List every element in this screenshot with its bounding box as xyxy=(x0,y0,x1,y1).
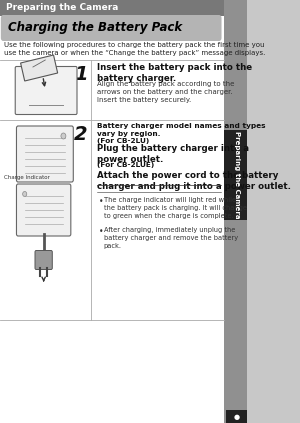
Text: Battery charger model names and types
vary by region.
(For CB-2LU): Battery charger model names and types va… xyxy=(97,123,266,145)
Text: Use the following procedures to charge the battery pack the first time you
use t: Use the following procedures to charge t… xyxy=(4,42,266,56)
Text: •: • xyxy=(99,197,103,206)
FancyBboxPatch shape xyxy=(1,15,221,41)
Circle shape xyxy=(61,133,66,139)
Text: (For CB-2LUE): (For CB-2LUE) xyxy=(97,162,154,168)
Text: 2: 2 xyxy=(74,125,87,144)
Text: The charge indicator will light red while
the battery pack is charging. It will : The charge indicator will light red whil… xyxy=(104,197,247,219)
FancyBboxPatch shape xyxy=(15,66,77,115)
Text: Charge Indicator: Charge Indicator xyxy=(4,175,50,180)
Bar xyxy=(224,0,255,423)
Text: Charging the Battery Pack: Charging the Battery Pack xyxy=(8,22,182,35)
FancyBboxPatch shape xyxy=(16,184,71,236)
Text: Preparing the Camera: Preparing the Camera xyxy=(234,131,240,219)
Text: •: • xyxy=(99,227,103,236)
Text: Align the battery pack according to the
arrows on the battery and the charger.
I: Align the battery pack according to the … xyxy=(97,81,235,103)
Text: After charging, immediately unplug the
battery charger and remove the battery
pa: After charging, immediately unplug the b… xyxy=(104,227,238,249)
Text: ●: ● xyxy=(234,414,240,420)
Text: Attach the power cord to the battery
charger and plug it into a power outlet.: Attach the power cord to the battery cha… xyxy=(97,171,291,192)
Bar xyxy=(226,410,252,423)
FancyBboxPatch shape xyxy=(16,126,73,182)
FancyBboxPatch shape xyxy=(35,250,52,269)
Bar xyxy=(0,0,224,16)
Text: Preparing the Camera: Preparing the Camera xyxy=(6,3,118,13)
Polygon shape xyxy=(21,55,58,81)
Text: Insert the battery pack into the
battery charger.: Insert the battery pack into the battery… xyxy=(97,63,252,83)
Text: Plug the battery charger into a
power outlet.: Plug the battery charger into a power ou… xyxy=(97,144,249,165)
Circle shape xyxy=(22,192,27,197)
Bar xyxy=(224,130,255,220)
Text: 1: 1 xyxy=(74,65,87,84)
